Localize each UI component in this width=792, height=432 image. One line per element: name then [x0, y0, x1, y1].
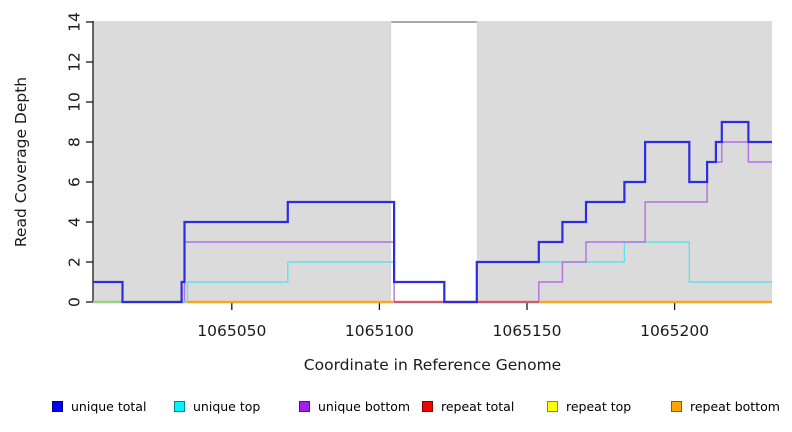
legend-label-repeat-total: repeat total — [441, 398, 515, 414]
plot-area: 0 2 4 6 8 10 12 14 1065050 1065100 1065150 1065200 — [66, 12, 772, 340]
y-tick-label: 2 — [66, 257, 84, 267]
y-tick-label: 8 — [66, 137, 84, 147]
legend-label-repeat-top: repeat top — [566, 398, 632, 414]
legend: unique total unique top unique bottom re… — [0, 398, 792, 418]
y-axis-title: Read Coverage Depth — [12, 76, 30, 248]
legend-swatch-repeat-bottom — [671, 400, 682, 412]
x-tick-label: 1065150 — [492, 322, 561, 340]
y-tick-label: 14 — [66, 12, 84, 32]
legend-item-repeat-total: repeat total — [422, 398, 514, 414]
x-tick-label: 1065200 — [640, 322, 709, 340]
legend-swatch-unique-top — [174, 400, 185, 412]
legend-label-unique-top: unique top — [193, 398, 261, 414]
y-tick-label: 10 — [66, 92, 84, 112]
x-axis-title: Coordinate in Reference Genome — [303, 356, 562, 374]
x-tick-label: 1065050 — [197, 322, 266, 340]
x-tick-label: 1065100 — [345, 322, 414, 340]
legend-swatch-unique-bottom — [299, 400, 310, 412]
legend-swatch-unique-total — [52, 400, 63, 412]
y-tick-label: 6 — [66, 177, 84, 187]
legend-item-unique-total: unique total — [52, 398, 146, 414]
legend-label-unique-bottom: unique bottom — [318, 398, 411, 414]
legend-label-unique-total: unique total — [71, 398, 147, 414]
y-tick-label: 0 — [66, 297, 84, 307]
y-tick-label: 4 — [66, 217, 84, 227]
legend-item-unique-top: unique top — [174, 398, 260, 414]
legend-swatch-repeat-total — [422, 400, 433, 412]
legend-swatch-repeat-top — [547, 400, 558, 412]
legend-item-repeat-top: repeat top — [547, 398, 631, 414]
shaded-region — [93, 21, 392, 303]
legend-item-unique-bottom: unique bottom — [299, 398, 410, 414]
legend-item-repeat-bottom: repeat bottom — [671, 398, 780, 414]
y-tick-label: 12 — [66, 52, 84, 72]
series-line-unique-total — [93, 120, 772, 304]
legend-label-repeat-bottom: repeat bottom — [690, 398, 780, 414]
